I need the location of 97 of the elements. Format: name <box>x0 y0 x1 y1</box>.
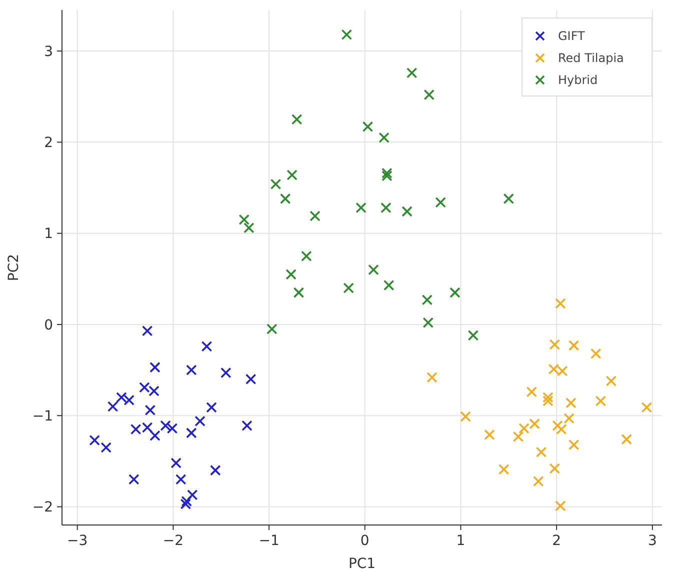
point <box>498 464 510 475</box>
point <box>186 428 197 438</box>
y-tick-label: 2 <box>44 135 53 152</box>
point <box>566 397 576 408</box>
point <box>242 420 252 432</box>
point <box>552 420 563 432</box>
point <box>435 196 446 208</box>
point <box>186 490 198 500</box>
point <box>286 268 296 280</box>
point <box>526 386 538 398</box>
point <box>341 29 352 40</box>
point <box>142 325 153 336</box>
point <box>549 463 560 474</box>
point <box>556 424 567 435</box>
point <box>220 367 232 378</box>
point <box>542 396 554 406</box>
point <box>128 474 140 485</box>
legend-label: Hybrid <box>558 73 598 88</box>
point <box>380 202 392 214</box>
x-tick-label: 2 <box>552 533 562 549</box>
y-tick-label: −1 <box>32 408 53 425</box>
y-tick-label: 1 <box>44 226 53 242</box>
x-tick-label: 1 <box>456 533 466 549</box>
point <box>568 439 580 450</box>
point <box>426 372 438 383</box>
point <box>368 264 379 276</box>
y-axis-title: PC2 <box>6 254 22 282</box>
point <box>356 202 366 214</box>
point <box>150 430 160 442</box>
legend-label: GIFT <box>558 29 586 44</box>
point <box>310 210 320 222</box>
point <box>460 411 471 422</box>
point <box>280 193 291 204</box>
point <box>201 340 212 352</box>
y-tick-label: −2 <box>32 500 53 516</box>
point <box>382 170 392 182</box>
point <box>402 206 412 217</box>
x-tick-label: 0 <box>360 533 370 549</box>
point <box>194 416 206 426</box>
point <box>378 132 390 144</box>
point <box>206 402 217 413</box>
point <box>406 67 418 78</box>
point <box>606 376 617 386</box>
point <box>529 418 540 430</box>
point <box>170 458 182 468</box>
point <box>266 324 278 334</box>
point <box>291 114 302 125</box>
point <box>210 464 221 476</box>
point <box>641 402 652 413</box>
point <box>518 422 530 434</box>
point <box>181 496 192 507</box>
point <box>301 250 312 262</box>
point <box>564 412 574 424</box>
point <box>186 364 197 376</box>
point <box>503 193 514 204</box>
x-tick-label: −2 <box>162 533 184 549</box>
point <box>450 287 460 298</box>
point <box>422 317 434 328</box>
point <box>175 474 186 485</box>
point <box>555 298 566 309</box>
point <box>107 401 118 412</box>
point <box>532 476 544 487</box>
point <box>595 396 606 406</box>
point <box>286 170 298 180</box>
point <box>555 500 566 512</box>
point <box>144 404 156 416</box>
point <box>512 431 524 442</box>
point <box>590 348 602 360</box>
x-tick-label: 3 <box>648 533 657 549</box>
point <box>180 498 192 510</box>
point <box>382 168 392 179</box>
point <box>549 339 560 350</box>
point <box>244 222 254 234</box>
x-tick-label: −3 <box>67 533 88 549</box>
point <box>422 294 433 306</box>
point <box>245 374 256 385</box>
point <box>150 362 160 373</box>
point <box>100 442 112 453</box>
x-axis-title: PC1 <box>348 556 376 572</box>
point <box>621 434 632 445</box>
point <box>89 434 100 446</box>
point <box>468 330 479 341</box>
point <box>542 392 554 403</box>
point <box>362 121 374 132</box>
point <box>536 446 547 458</box>
point <box>383 280 394 291</box>
point <box>343 282 354 294</box>
point <box>424 89 434 100</box>
point <box>293 287 304 298</box>
legend-label: Red Tilapia <box>558 51 624 66</box>
point <box>270 178 282 190</box>
y-tick-label: 3 <box>44 44 53 60</box>
y-tick-label: 0 <box>44 317 53 334</box>
point <box>484 429 495 440</box>
point <box>568 340 580 351</box>
point <box>238 214 250 226</box>
x-tick-label: −1 <box>258 533 280 549</box>
